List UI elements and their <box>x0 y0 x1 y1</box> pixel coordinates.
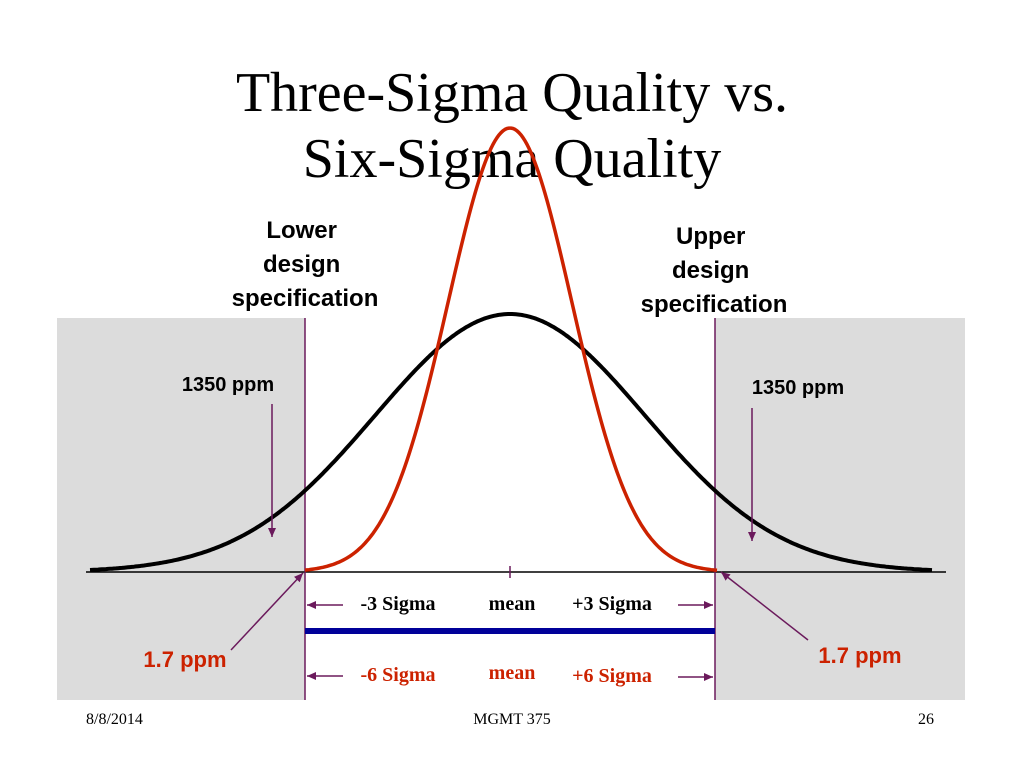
left-1-7-ppm-label: 1.7 ppm <box>143 647 226 672</box>
six-sigma-mean-label: mean <box>489 662 536 684</box>
plus-three-sigma-label: +3 Sigma <box>572 593 652 615</box>
minus-six-sigma-label: -6 Sigma <box>361 664 436 686</box>
title-line-1: Three-Sigma Quality vs. <box>235 62 789 124</box>
three-sigma-curve <box>89 312 933 573</box>
footer-page-number: 26 <box>918 711 934 728</box>
right-1350-ppm-label: 1350 ppm <box>752 377 844 399</box>
footer-date: 8/8/2014 <box>86 711 143 728</box>
six-sigma-curve <box>304 126 718 573</box>
upper-spec-label: Upper design specification <box>641 223 788 318</box>
right-1-7-ppm-label: 1.7 ppm <box>818 643 901 668</box>
left-shaded-region <box>57 318 305 700</box>
three-sigma-mean-label: mean <box>489 593 536 615</box>
left-1350-ppm-label: 1350 ppm <box>182 374 274 396</box>
right-1-7-arrow <box>720 571 809 641</box>
lower-spec-label: Lower design specification <box>232 217 379 312</box>
minus-three-sigma-label: -3 Sigma <box>361 593 436 615</box>
title-line-2: Six-Sigma Quality <box>302 128 722 190</box>
left-1-7-arrow <box>230 572 304 651</box>
footer-course: MGMT 375 <box>473 711 551 728</box>
slide-title: Three-Sigma Quality vs. Six-Sigma Qualit… <box>0 60 1024 192</box>
plus-six-sigma-label: +6 Sigma <box>572 665 652 687</box>
right-shaded-region <box>715 318 965 700</box>
six-sigma-range-bar <box>305 628 715 634</box>
